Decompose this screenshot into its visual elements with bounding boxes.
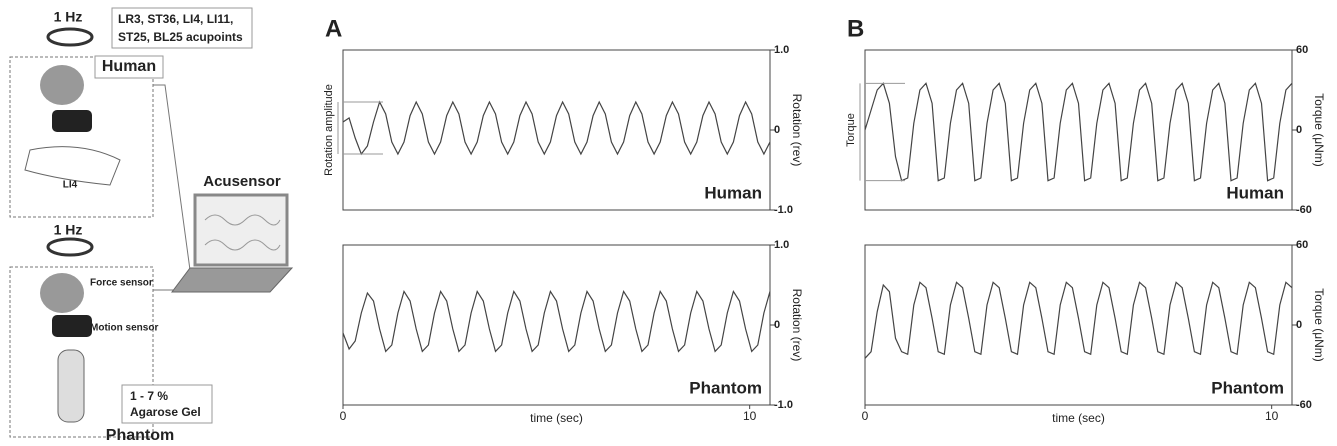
y-tick-label: -1.0 bbox=[774, 204, 793, 216]
y-tick-label: -1.0 bbox=[774, 399, 793, 411]
phantom-box bbox=[9, 266, 154, 438]
trace-label: Phantom bbox=[1211, 378, 1284, 397]
sensor bbox=[52, 110, 92, 132]
x-axis-label: time (sec) bbox=[530, 411, 583, 425]
y-tick-label: -60 bbox=[1296, 399, 1312, 411]
y-tick-label: 1.0 bbox=[774, 239, 789, 251]
hand bbox=[40, 273, 84, 313]
sensor-label: Motion sensor bbox=[90, 323, 158, 334]
laptop-screen bbox=[193, 193, 289, 267]
y-tick-label: 0 bbox=[1296, 319, 1302, 331]
y-tick-label: 1.0 bbox=[774, 44, 789, 56]
acusensor-label: Acusensor bbox=[203, 173, 281, 190]
laptop-base bbox=[171, 267, 294, 293]
amplitude-bracket bbox=[337, 101, 383, 155]
setup-diagram: 1 Hz 1 Hz LR3, ST36, LI4, LI11, ST25, BL… bbox=[9, 7, 294, 444]
gel-box bbox=[121, 384, 213, 424]
x-axis-label: time (sec) bbox=[1052, 411, 1105, 425]
y-axis-label: Torque (μNm) bbox=[1312, 93, 1326, 167]
acupoint-box bbox=[111, 7, 253, 49]
annotation: Rotation amplitude bbox=[323, 84, 335, 176]
x-tick-label: 0 bbox=[340, 409, 347, 423]
panel-label: B bbox=[847, 15, 864, 42]
trace bbox=[342, 100, 771, 156]
y-axis-label: Rotation (rev) bbox=[790, 94, 804, 167]
x-tick-label: 0 bbox=[862, 409, 869, 423]
gel-tube bbox=[57, 349, 85, 423]
screen-trace bbox=[204, 214, 281, 251]
trace-label: Human bbox=[704, 183, 762, 202]
trace bbox=[342, 289, 771, 353]
annotation: Torque bbox=[845, 113, 857, 147]
trace bbox=[864, 82, 1293, 182]
amplitude-bracket bbox=[859, 82, 905, 182]
rotation-arrow bbox=[46, 237, 94, 257]
x-tick-label: 10 bbox=[743, 409, 757, 423]
trace bbox=[864, 281, 1293, 359]
acupoints: ST25, BL25 acupoints bbox=[118, 30, 243, 44]
y-tick-label: 0 bbox=[774, 124, 780, 136]
gel-label: Agarose Gel bbox=[130, 405, 201, 419]
human-label-box bbox=[94, 55, 164, 79]
sensor bbox=[52, 315, 92, 337]
trace-label: Human bbox=[1226, 183, 1284, 202]
y-tick-label: 0 bbox=[774, 319, 780, 331]
frequency: 1 Hz bbox=[54, 222, 83, 238]
li4-label: LI4 bbox=[63, 180, 78, 191]
x-tick-label: 10 bbox=[1265, 409, 1279, 423]
gel-label: 1 - 7 % bbox=[130, 389, 168, 403]
y-tick-label: 60 bbox=[1296, 44, 1308, 56]
acupoints: LR3, ST36, LI4, LI11, bbox=[118, 12, 233, 26]
phantom-label: Phantom bbox=[106, 427, 174, 444]
y-axis-label: Torque (μNm) bbox=[1312, 288, 1326, 362]
arm bbox=[24, 146, 121, 186]
panel-label: A bbox=[325, 15, 342, 42]
y-tick-label: -60 bbox=[1296, 204, 1312, 216]
sensor-label: Force sensor bbox=[90, 278, 153, 289]
trace-label: Phantom bbox=[689, 378, 762, 397]
cable bbox=[153, 84, 191, 291]
y-tick-label: 0 bbox=[1296, 124, 1302, 136]
human-label: Human bbox=[102, 58, 156, 75]
human-box bbox=[9, 56, 154, 218]
y-tick-label: 60 bbox=[1296, 239, 1308, 251]
hand bbox=[40, 65, 84, 105]
frequency: 1 Hz bbox=[54, 9, 83, 25]
rotation-arrow bbox=[46, 27, 94, 47]
y-axis-label: Rotation (rev) bbox=[790, 289, 804, 362]
